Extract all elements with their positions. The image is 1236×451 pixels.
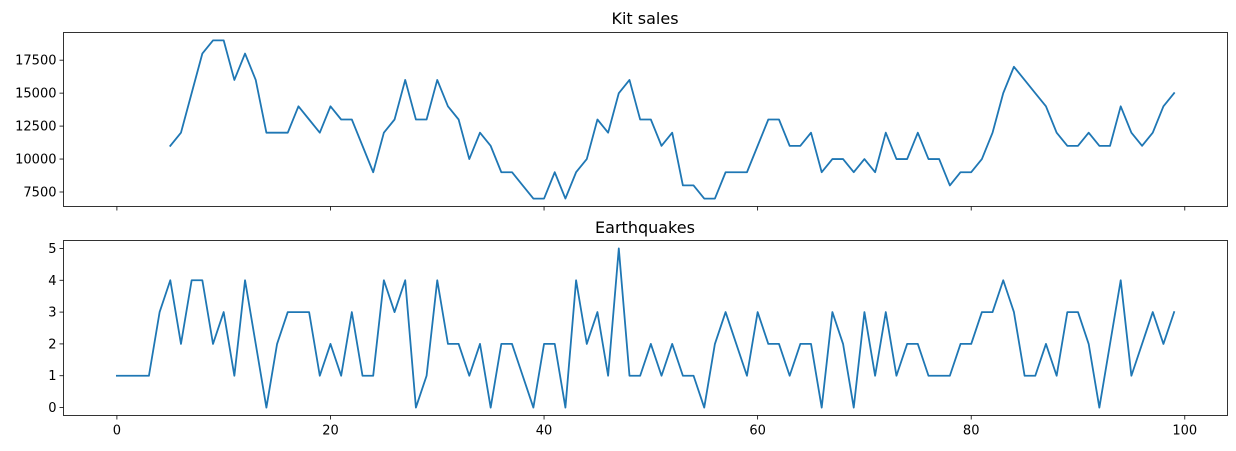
- y-tick-label: 4: [48, 274, 56, 289]
- y-tick-label: 12500: [15, 120, 56, 135]
- y-tick-label: 7500: [23, 186, 56, 201]
- plot-area-kit-sales: [63, 32, 1228, 207]
- y-tick-label: 17500: [15, 54, 56, 69]
- y-tick-label: 5: [48, 242, 56, 257]
- y-tick-label: 0: [48, 401, 56, 416]
- x-tick-label: 100: [1172, 424, 1197, 439]
- chart-title-earthquakes: Earthquakes: [595, 218, 695, 237]
- series-line-earthquakes: [115, 247, 1176, 409]
- x-tick-label: 80: [963, 424, 980, 439]
- y-tick-label: 2: [48, 337, 56, 352]
- subplot-earthquakes: Earthquakes 0 20 40 60 80 100 0 1 2 3 4 5: [48, 218, 1228, 439]
- y-tick-label: 15000: [15, 87, 56, 102]
- chart-title-kit-sales: Kit sales: [611, 9, 678, 28]
- plot-area-earthquakes: [63, 240, 1228, 416]
- x-tick-label: 40: [536, 424, 553, 439]
- y-tick-label: 1: [48, 369, 56, 384]
- y-tick-label: 10000: [15, 153, 56, 168]
- x-tick-label: 60: [749, 424, 766, 439]
- y-tick-label: 3: [48, 306, 56, 321]
- axis-ticks-kit-sales: 7500 10000 12500 15000 17500: [15, 54, 1186, 211]
- axis-ticks-earthquakes: 0 20 40 60 80 100 0 1 2 3 4 5: [48, 242, 1197, 439]
- series-line-kit-sales: [169, 39, 1176, 200]
- x-tick-label: 0: [113, 424, 121, 439]
- subplot-kit-sales: Kit sales 7500 10000 12500 15000 17500: [15, 9, 1228, 211]
- x-tick-label: 20: [322, 424, 339, 439]
